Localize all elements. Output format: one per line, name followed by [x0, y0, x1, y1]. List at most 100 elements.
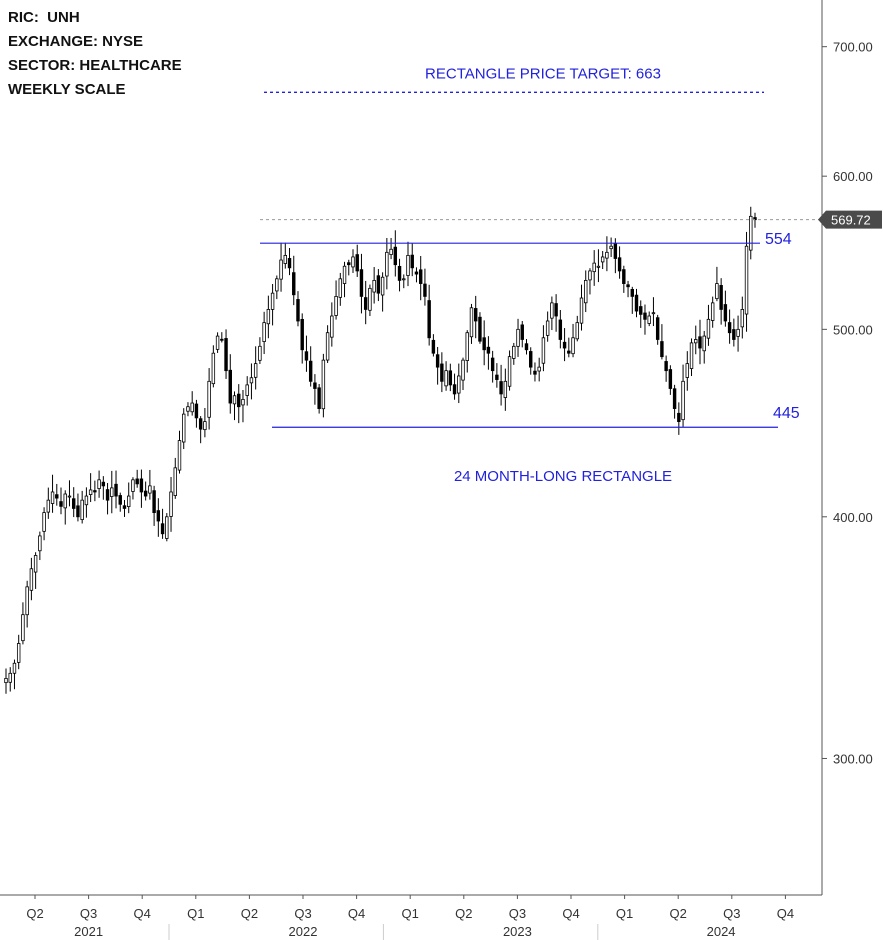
candle-body — [114, 483, 118, 497]
rectangle-caption: 24 MONTH-LONG RECTANGLE — [454, 468, 672, 485]
candle-body — [732, 329, 736, 340]
candle-body — [677, 412, 681, 422]
candle-body — [490, 357, 495, 372]
candle-body — [418, 269, 423, 284]
candle-body — [71, 498, 76, 509]
candle-body — [300, 318, 304, 351]
candle-body — [605, 251, 609, 259]
candle-body — [478, 316, 482, 342]
candle-body — [507, 356, 512, 387]
candle-body — [105, 489, 110, 501]
candle-body — [169, 491, 173, 517]
y-tick-label: 300.00 — [833, 751, 873, 766]
candle-body — [380, 276, 385, 296]
candle-body — [651, 312, 656, 315]
candle-body — [46, 499, 51, 513]
candle-body — [165, 516, 169, 539]
candle-body — [715, 283, 719, 300]
candle-body — [723, 304, 728, 322]
x-tick-label: Q4 — [777, 906, 794, 921]
candle-body — [495, 374, 499, 380]
candle-body — [372, 279, 376, 293]
candle-body — [351, 256, 355, 268]
candle-body — [749, 215, 753, 251]
candle-body — [567, 350, 571, 354]
candle-body — [596, 265, 601, 268]
candle-body — [461, 359, 465, 381]
candle-body — [110, 487, 114, 497]
candle-body — [203, 421, 207, 431]
candle-body — [584, 279, 588, 304]
candle-body — [410, 254, 414, 269]
candle-body — [359, 269, 364, 297]
y-tick-label: 700.00 — [833, 40, 873, 55]
candle-body — [588, 270, 592, 281]
candle-body — [321, 359, 326, 410]
candle-body — [63, 493, 67, 509]
candle-body — [363, 297, 368, 310]
candle-body — [266, 309, 271, 325]
x-tick-label: Q4 — [348, 906, 365, 921]
candle-body — [376, 275, 381, 294]
candle-body — [245, 384, 249, 396]
candle-body — [744, 245, 749, 315]
candle-body — [93, 490, 97, 493]
candle-body — [550, 302, 554, 319]
candle-body — [444, 370, 448, 387]
candle-body — [241, 398, 245, 406]
candle-body — [406, 255, 410, 276]
x-tick-label: Q3 — [80, 906, 97, 921]
candle-body — [25, 586, 29, 616]
candle-body — [330, 315, 334, 338]
candle-body — [253, 363, 258, 378]
candle-body — [655, 317, 660, 340]
candle-body — [296, 299, 300, 322]
candle-body — [173, 467, 177, 496]
candle-body — [224, 338, 228, 372]
x-tick-label: Q4 — [562, 906, 579, 921]
sector-label: SECTOR: HEALTHCARE — [8, 57, 182, 74]
candle-body — [194, 403, 199, 419]
candle-body — [609, 245, 613, 250]
chart-header: RIC: UNH EXCHANGE: NYSE SECTOR: HEALTHCA… — [8, 6, 182, 102]
candle-body — [457, 375, 461, 394]
candle-body — [643, 312, 647, 320]
candle-body — [660, 341, 664, 358]
candle-body — [397, 265, 402, 281]
x-tick-label: Q2 — [241, 906, 258, 921]
y-tick-label: 400.00 — [833, 510, 873, 525]
candle-body — [127, 495, 131, 507]
rectangle-top-label: 554 — [765, 231, 792, 248]
last-price-badge-bg — [818, 210, 882, 229]
x-tick-label: Q1 — [616, 906, 633, 921]
candle-body — [139, 478, 144, 493]
candle-body — [135, 478, 139, 485]
candle-body — [262, 322, 266, 342]
candle-body — [156, 510, 161, 522]
candle-body — [308, 360, 313, 382]
candle-body — [516, 328, 520, 347]
x-tick-label: Q1 — [187, 906, 204, 921]
x-tick-label: Q2 — [26, 906, 43, 921]
candle-body — [545, 320, 550, 336]
x-tick-label: Q3 — [294, 906, 311, 921]
candle-body — [4, 678, 8, 684]
candle-body — [186, 406, 190, 412]
candle-body — [575, 322, 579, 340]
ric-label: RIC: UNH — [8, 9, 80, 26]
candle-body — [8, 672, 12, 683]
candle-body — [97, 479, 101, 489]
candle-body — [148, 485, 152, 494]
candle-body — [389, 248, 393, 255]
y-tick-label: 600.00 — [833, 169, 873, 184]
candlesticks — [4, 206, 757, 694]
candle-body — [440, 363, 444, 382]
candle-body — [220, 338, 224, 341]
candle-body — [270, 292, 275, 310]
candle-body — [499, 381, 503, 395]
candle-body — [562, 341, 567, 349]
candle-body — [622, 269, 626, 284]
candle-body — [59, 501, 63, 507]
candle-body — [232, 395, 237, 405]
candle-body — [29, 568, 34, 591]
